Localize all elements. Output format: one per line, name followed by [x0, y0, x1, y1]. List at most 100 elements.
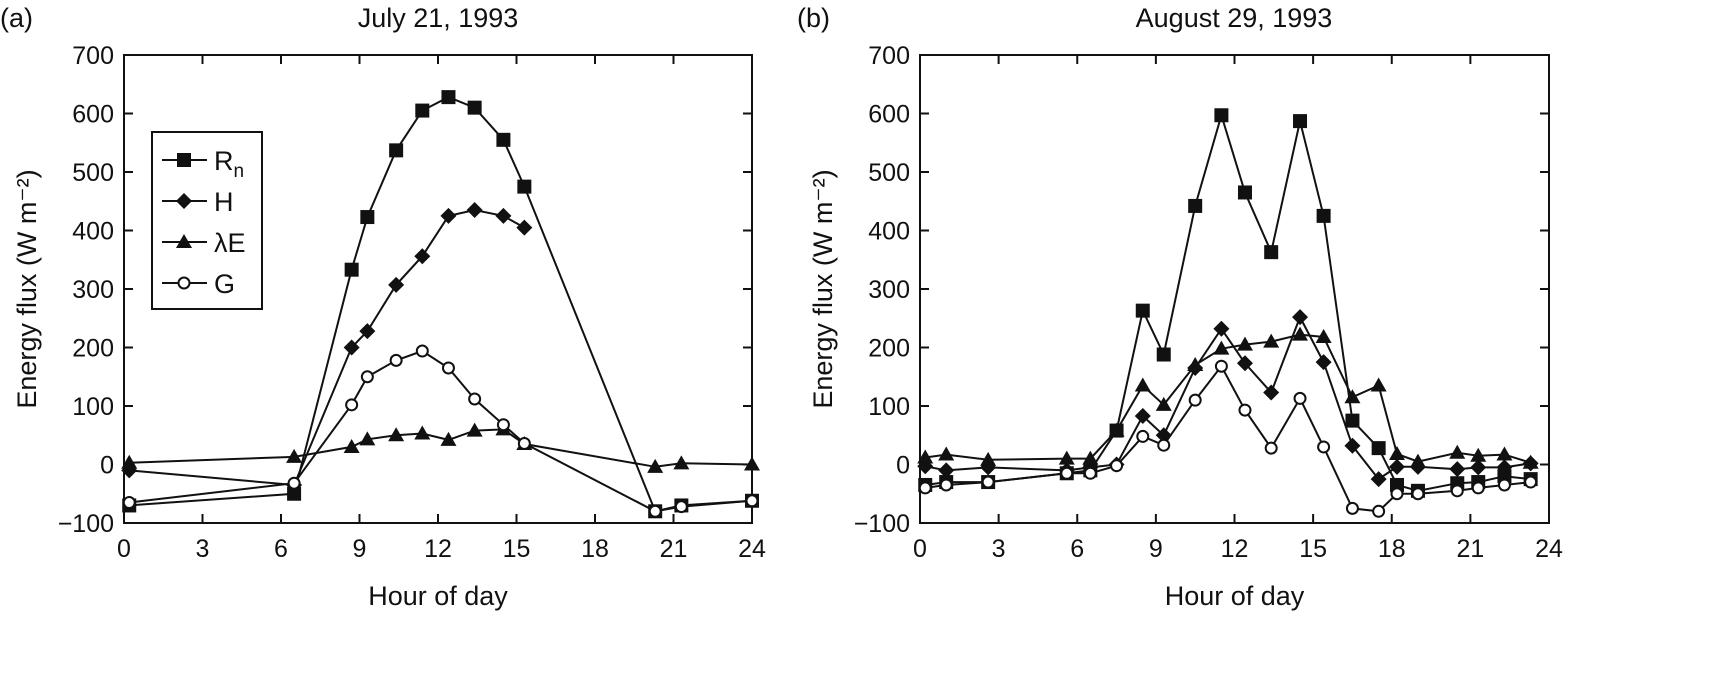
data-point-diamond-marker — [1470, 459, 1487, 476]
data-point-diamond-marker — [1388, 458, 1405, 475]
data-point-square-marker — [344, 262, 359, 277]
data-point-square-marker — [1371, 441, 1386, 456]
y-axis-title: Energy flux (W m⁻²) — [808, 169, 838, 408]
data-point-diamond-marker — [1134, 407, 1151, 424]
data-point-open-circle-marker — [1157, 438, 1171, 452]
data-point-diamond-marker — [495, 207, 512, 224]
data-point-open-circle-marker — [674, 500, 688, 514]
data-point-open-circle-marker — [648, 504, 662, 518]
y-axis-title: Energy flux (W m⁻²) — [12, 169, 42, 408]
panel-title: August 29, 1993 — [1136, 3, 1333, 33]
x-tick-label: 21 — [1456, 535, 1484, 563]
data-point-triangle-marker — [980, 451, 997, 466]
data-point-open-circle-marker — [1293, 391, 1307, 405]
data-point-diamond-marker — [359, 323, 376, 340]
data-point-square-marker — [1345, 413, 1360, 428]
legend-box — [151, 131, 263, 310]
data-point-triangle-marker — [1236, 336, 1253, 351]
data-point-diamond-marker — [388, 276, 405, 293]
data-point-triangle-marker — [466, 422, 483, 437]
data-point-diamond-marker — [1213, 320, 1230, 337]
y-tick-label: 200 — [72, 335, 114, 363]
y-tick-label: 500 — [72, 159, 114, 187]
data-point-triangle-marker — [343, 438, 360, 453]
data-point-open-circle-marker — [1317, 440, 1331, 454]
data-point-square-marker — [1156, 347, 1171, 362]
data-point-square-marker — [1188, 198, 1203, 213]
x-tick-label: 15 — [503, 535, 531, 563]
y-tick-label: 300 — [868, 276, 910, 304]
data-point-triangle-marker — [1388, 445, 1405, 460]
data-point-triangle-marker — [1082, 450, 1099, 465]
data-point-open-circle-marker — [441, 361, 455, 375]
data-point-square-marker — [496, 132, 511, 147]
data-point-square-marker — [360, 210, 375, 225]
panel-label: (b) — [797, 3, 830, 33]
data-point-open-circle-marker — [1390, 487, 1404, 501]
y-tick-label: 400 — [72, 218, 114, 246]
series-line-3 — [925, 364, 1531, 513]
x-axis-title: Hour of day — [368, 581, 508, 611]
data-point-square-marker — [441, 90, 456, 105]
series-line-0 — [925, 111, 1531, 492]
data-point-diamond-marker — [1263, 384, 1280, 401]
legend-label: H — [214, 187, 234, 217]
data-point-square-marker — [1293, 114, 1308, 129]
y-tick-label: 700 — [868, 42, 910, 70]
x-tick-label: 12 — [1221, 535, 1249, 563]
data-point-triangle-marker — [1263, 333, 1280, 348]
data-point-triangle-marker — [1409, 453, 1426, 468]
data-point-open-circle-marker — [1110, 459, 1124, 473]
y-tick-label: −100 — [854, 510, 910, 538]
data-point-square-marker — [389, 143, 404, 158]
y-tick-label: 100 — [72, 393, 114, 421]
data-point-square-marker — [1316, 208, 1331, 223]
data-point-open-circle-marker — [1214, 359, 1228, 373]
series-line-2 — [925, 333, 1531, 464]
data-point-open-circle-marker — [939, 478, 953, 492]
data-point-square-marker — [1237, 185, 1252, 200]
data-point-diamond-marker — [1315, 354, 1332, 371]
data-point-triangle-marker — [414, 425, 431, 440]
data-point-triangle-marker — [359, 431, 376, 446]
data-point-diamond-marker — [1370, 471, 1387, 488]
data-point-open-circle-marker — [1238, 403, 1252, 417]
data-point-triangle-marker — [286, 448, 303, 463]
data-point-triangle-marker — [1213, 340, 1230, 355]
data-point-open-circle-marker — [1524, 475, 1538, 489]
x-tick-label: 6 — [1070, 535, 1084, 563]
data-point-triangle-marker — [1134, 377, 1151, 392]
data-point-triangle-marker — [1522, 454, 1539, 469]
y-tick-label: 600 — [868, 101, 910, 129]
data-point-triangle-marker — [1315, 328, 1332, 343]
data-point-open-circle-marker — [345, 398, 359, 412]
data-point-diamond-marker — [1344, 437, 1361, 454]
data-point-triangle-marker — [1344, 389, 1361, 404]
legend-square-marker — [177, 153, 191, 167]
data-point-open-circle-marker — [1411, 487, 1425, 501]
data-point-open-circle-marker — [1188, 393, 1202, 407]
data-point-square-marker — [415, 103, 430, 118]
data-point-square-marker — [1264, 245, 1279, 260]
y-tick-label: −100 — [58, 510, 114, 538]
data-point-triangle-marker — [647, 458, 664, 473]
data-point-open-circle-marker — [1497, 478, 1511, 492]
data-point-triangle-marker — [388, 427, 405, 442]
legend-label: G — [214, 269, 235, 299]
data-point-diamond-marker — [1292, 309, 1309, 326]
legend: Rn HλE G — [151, 131, 263, 310]
data-point-diamond-marker — [440, 207, 457, 224]
data-point-open-circle-marker — [517, 436, 531, 450]
data-point-diamond-marker — [938, 462, 955, 479]
data-point-diamond-marker — [1496, 459, 1513, 476]
y-tick-label: 400 — [868, 218, 910, 246]
data-point-open-circle-marker — [918, 481, 932, 495]
legend-diamond-marker — [176, 193, 192, 209]
data-point-open-circle-marker — [1083, 466, 1097, 480]
series-line-2 — [129, 428, 753, 468]
x-tick-label: 3 — [992, 535, 1006, 563]
data-point-triangle-marker — [440, 431, 457, 446]
